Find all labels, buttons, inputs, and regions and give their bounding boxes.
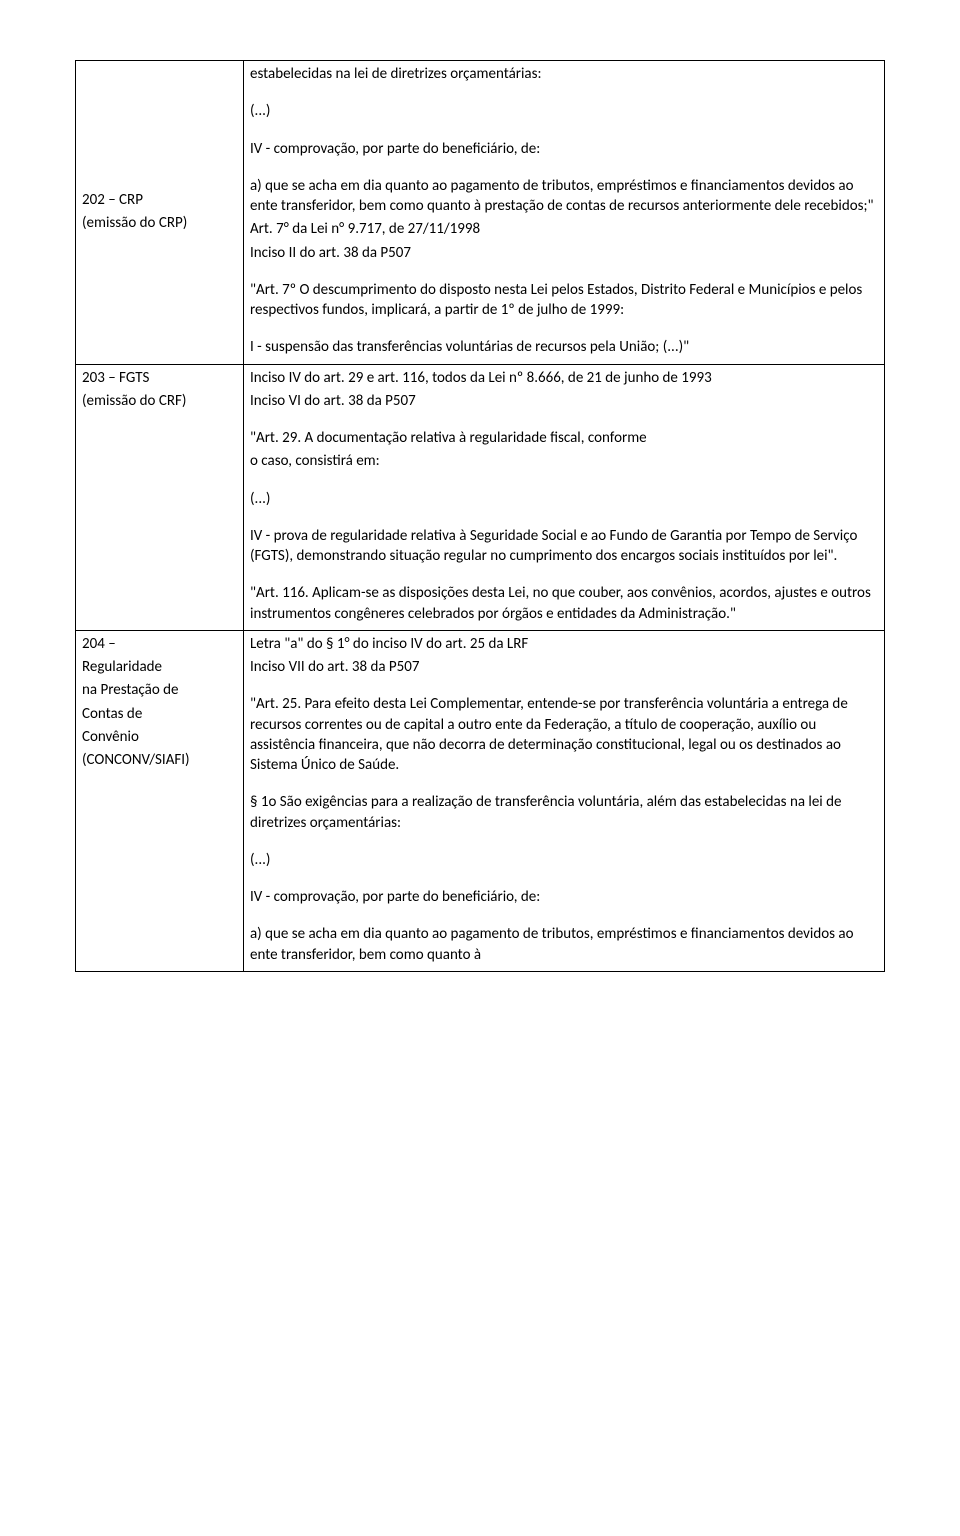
row2-b2-l0: (...) bbox=[250, 489, 878, 509]
table-row: 203 – FGTS (emissão do CRF) Inciso IV do… bbox=[76, 364, 885, 630]
row3-b1-l0: "Art. 25. Para efeito desta Lei Compleme… bbox=[250, 694, 878, 775]
row3-b0-l1: Inciso VII do art. 38 da P507 bbox=[250, 657, 878, 677]
row3-left-line1: Regularidade bbox=[82, 657, 237, 677]
row3-left-line5: (CONCONV/SIAFI) bbox=[82, 750, 237, 770]
row2-b4-l0: "Art. 116. Aplicam-se as disposições des… bbox=[250, 583, 878, 624]
row2-left-cell: 203 – FGTS (emissão do CRF) bbox=[76, 364, 244, 630]
row3-b0-l0: Letra "a" do § 1° do inciso IV do art. 2… bbox=[250, 634, 878, 654]
row3-left-cell: 204 – Regularidade na Prestação de Conta… bbox=[76, 630, 244, 971]
row1-b2-l0: IV - comprovação, por parte do beneficiá… bbox=[250, 139, 878, 159]
row2-left-line1: (emissão do CRF) bbox=[82, 391, 237, 411]
row1-b3-l0: a) que se acha em dia quanto ao pagament… bbox=[250, 176, 878, 217]
table-row: 204 – Regularidade na Prestação de Conta… bbox=[76, 630, 885, 971]
row3-left-line2: na Prestação de bbox=[82, 680, 237, 700]
table-row: 202 – CRP (emissão do CRP) estabelecidas… bbox=[76, 61, 885, 365]
row1-b3-l1: Art. 7° da Lei n° 9.717, de 27/11/1998 bbox=[250, 219, 878, 239]
row1-left-cell: 202 – CRP (emissão do CRP) bbox=[76, 61, 244, 365]
row3-b5-l0: a) que se acha em dia quanto ao pagament… bbox=[250, 924, 878, 965]
row3-left-line0: 204 – bbox=[82, 634, 237, 654]
row2-b3-l0: IV - prova de regularidade relativa à Se… bbox=[250, 526, 878, 567]
row1-b0-l0: estabelecidas na lei de diretrizes orçam… bbox=[250, 64, 878, 84]
row1-right-cell: estabelecidas na lei de diretrizes orçam… bbox=[244, 61, 885, 365]
legal-table: 202 – CRP (emissão do CRP) estabelecidas… bbox=[75, 60, 885, 972]
row1-b1-l0: (...) bbox=[250, 101, 878, 121]
row1-left-line0: 202 – CRP bbox=[82, 190, 237, 210]
row1-left-line1: (emissão do CRP) bbox=[82, 213, 237, 233]
row3-b4-l0: IV - comprovação, por parte do beneficiá… bbox=[250, 887, 878, 907]
row3-left-line4: Convênio bbox=[82, 727, 237, 747]
row2-b1-l1: o caso, consistirá em: bbox=[250, 451, 878, 471]
row1-b3-l2: Inciso II do art. 38 da P507 bbox=[250, 243, 878, 263]
row3-right-cell: Letra "a" do § 1° do inciso IV do art. 2… bbox=[244, 630, 885, 971]
row3-b2-l0: § 1o São exigências para a realização de… bbox=[250, 792, 878, 833]
row2-b1-l0: "Art. 29. A documentação relativa à regu… bbox=[250, 428, 878, 448]
row1-b5-l0: I - suspensão das transferências voluntá… bbox=[250, 337, 878, 357]
row2-left-line0: 203 – FGTS bbox=[82, 368, 237, 388]
row2-b0-l1: Inciso VI do art. 38 da P507 bbox=[250, 391, 878, 411]
row3-left-line3: Contas de bbox=[82, 704, 237, 724]
row2-right-cell: Inciso IV do art. 29 e art. 116, todos d… bbox=[244, 364, 885, 630]
row2-b0-l0: Inciso IV do art. 29 e art. 116, todos d… bbox=[250, 368, 878, 388]
row3-b3-l0: (...) bbox=[250, 850, 878, 870]
row1-b4-l0: "Art. 7º O descumprimento do disposto ne… bbox=[250, 280, 878, 321]
